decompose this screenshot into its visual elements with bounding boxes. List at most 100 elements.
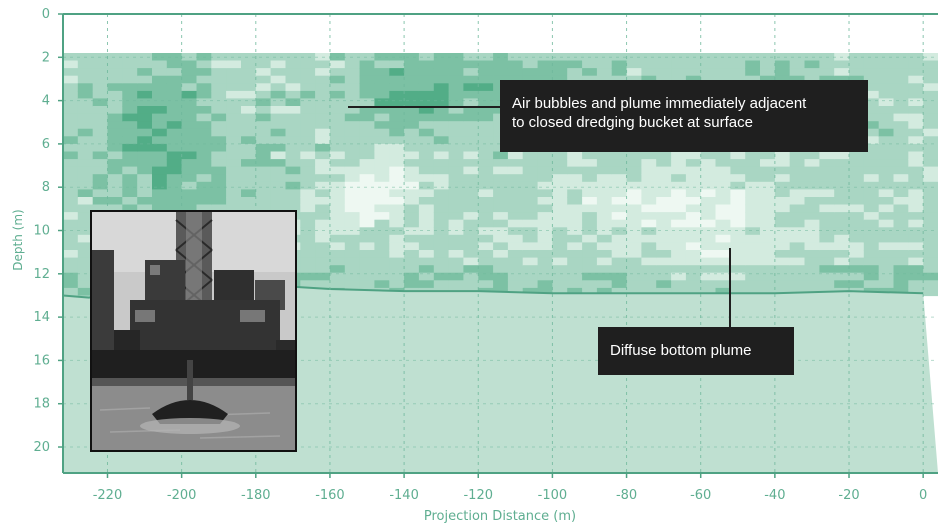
- backscatter-cell: [582, 75, 598, 84]
- backscatter-cell: [344, 143, 361, 153]
- backscatter-cell: [863, 151, 880, 160]
- backscatter-cell: [893, 189, 909, 198]
- backscatter-cell: [863, 181, 880, 190]
- backscatter-cell: [893, 136, 909, 145]
- backscatter-cell: [463, 166, 479, 175]
- backscatter-cell: [433, 242, 450, 251]
- backscatter-cell: [404, 143, 420, 153]
- backscatter-cell: [745, 242, 761, 251]
- backscatter-cell: [315, 143, 331, 153]
- backscatter-cell: [582, 227, 598, 236]
- backscatter-cell: [137, 90, 153, 100]
- backscatter-cell: [255, 189, 272, 198]
- backscatter-cell: [893, 272, 909, 281]
- backscatter-cell: [863, 128, 880, 137]
- backscatter-cell: [285, 151, 301, 160]
- backscatter-cell: [522, 280, 539, 289]
- backscatter-cell: [789, 234, 806, 243]
- backscatter-cell: [908, 219, 924, 228]
- backscatter-cell: [211, 189, 227, 198]
- backscatter-cell: [63, 265, 79, 274]
- backscatter-cell: [359, 242, 375, 251]
- backscatter-cell: [270, 121, 286, 130]
- backscatter-cell: [656, 265, 672, 274]
- backscatter-cell: [863, 143, 880, 153]
- backscatter-cell: [567, 174, 583, 183]
- backscatter-cell: [300, 250, 316, 259]
- backscatter-cell: [211, 90, 227, 100]
- backscatter-cell: [344, 75, 361, 84]
- backscatter-cell: [893, 98, 909, 107]
- backscatter-cell: [700, 159, 717, 168]
- x-tick-label: -180: [241, 488, 271, 503]
- backscatter-cell: [582, 234, 598, 243]
- backscatter-cell: [196, 166, 212, 175]
- backscatter-cell: [700, 272, 717, 281]
- backscatter-cell: [463, 181, 479, 190]
- backscatter-cell: [300, 227, 316, 236]
- backscatter-cell: [923, 212, 938, 221]
- backscatter-cell: [359, 75, 375, 84]
- y-tick-label: 4: [42, 94, 50, 109]
- backscatter-cell: [389, 212, 405, 221]
- backscatter-cell: [641, 68, 657, 77]
- backscatter-cell: [626, 265, 642, 274]
- backscatter-cell: [537, 151, 553, 160]
- backscatter-cell: [122, 113, 138, 122]
- backscatter-cell: [507, 257, 524, 266]
- backscatter-cell: [241, 189, 257, 198]
- backscatter-cell: [315, 257, 331, 266]
- backscatter-cell: [596, 197, 613, 206]
- backscatter-cell: [344, 189, 361, 198]
- backscatter-cell: [582, 151, 598, 160]
- backscatter-cell: [656, 166, 672, 175]
- backscatter-cell: [819, 189, 835, 198]
- backscatter-cell: [493, 151, 509, 160]
- backscatter-cell: [863, 83, 880, 92]
- backscatter-cell: [404, 242, 420, 251]
- backscatter-cell: [834, 257, 850, 266]
- backscatter-cell: [315, 197, 331, 206]
- backscatter-cell: [730, 272, 746, 281]
- backscatter-cell: [567, 197, 583, 206]
- backscatter-cell: [478, 98, 494, 107]
- backscatter-cell: [77, 121, 94, 130]
- backscatter-cell: [878, 219, 895, 228]
- backscatter-cell: [656, 174, 672, 183]
- backscatter-cell: [433, 143, 450, 153]
- backscatter-cell: [344, 136, 361, 145]
- backscatter-cell: [374, 166, 390, 175]
- backscatter-cell: [359, 227, 375, 236]
- backscatter-cell: [493, 189, 509, 198]
- backscatter-cell: [730, 219, 746, 228]
- backscatter-cell: [923, 159, 938, 168]
- backscatter-cell: [300, 143, 316, 153]
- backscatter-cell: [241, 68, 257, 77]
- backscatter-cell: [760, 159, 776, 168]
- backscatter-cell: [700, 250, 717, 259]
- annotation-line: Air bubbles and plume immediately adjace…: [512, 95, 807, 112]
- x-tick-label: -60: [690, 488, 711, 503]
- backscatter-cell: [552, 219, 568, 228]
- backscatter-cell: [315, 280, 331, 289]
- backscatter-cell: [107, 83, 123, 92]
- backscatter-cell: [715, 197, 731, 206]
- backscatter-cell: [478, 234, 494, 243]
- backscatter-cell: [923, 83, 938, 92]
- backscatter-cell: [863, 197, 880, 206]
- backscatter-cell: [92, 128, 109, 137]
- backscatter-cell: [923, 219, 938, 228]
- backscatter-cell: [626, 257, 642, 266]
- backscatter-cell: [819, 181, 835, 190]
- backscatter-cell: [730, 250, 746, 259]
- backscatter-cell: [715, 75, 731, 84]
- backscatter-cell: [552, 75, 568, 84]
- backscatter-cell: [774, 151, 791, 160]
- backscatter-cell: [315, 159, 331, 168]
- backscatter-cell: [730, 189, 746, 198]
- backscatter-cell: [478, 83, 494, 92]
- backscatter-cell: [77, 113, 94, 122]
- backscatter-cell: [774, 174, 791, 183]
- backscatter-cell: [137, 83, 153, 92]
- backscatter-cell: [567, 75, 583, 84]
